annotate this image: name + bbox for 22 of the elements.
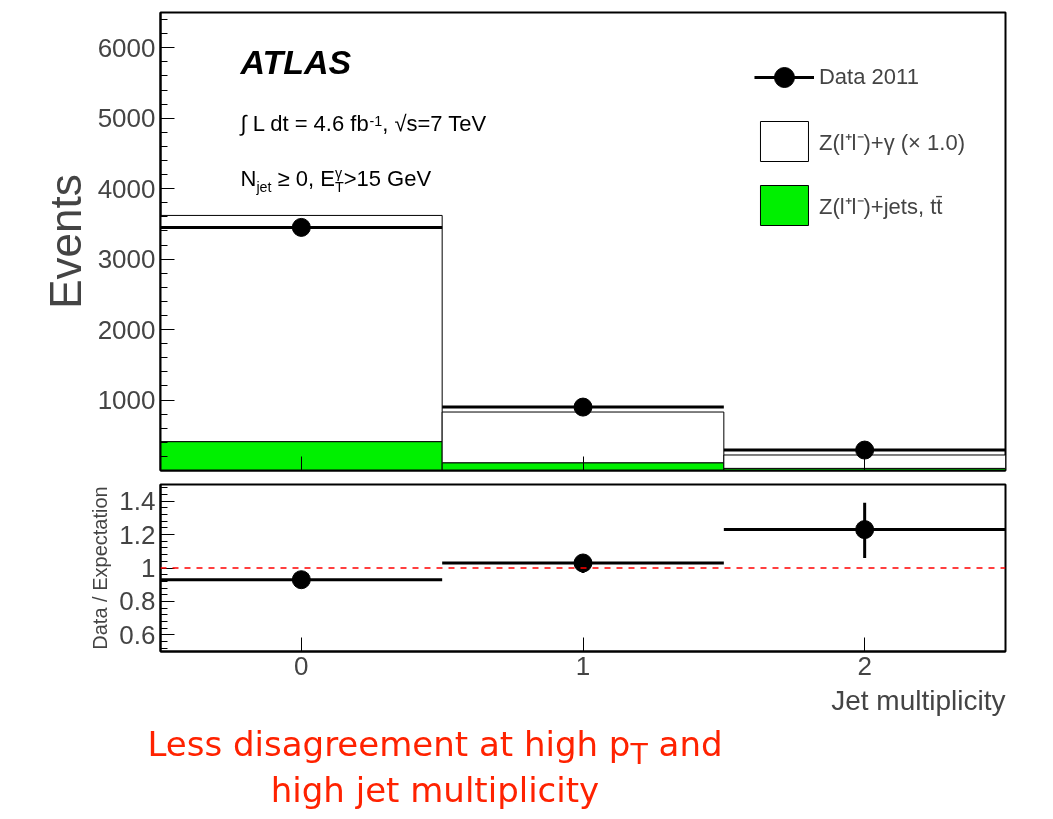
y-axis-title: Data / Expectation [89,486,112,650]
y-tick-label: 0.6 [119,619,156,650]
y-tick-label: 2000 [97,314,156,345]
annotation: ATLAS [239,42,352,81]
x-tick-label: 0 [294,650,309,681]
y-axis-title: Events [40,174,90,309]
text: Less disagreement at high p$_{T}$ and high jet multiplicity [147,724,723,811]
y-tick-label: 3000 [97,244,156,275]
y-tick-label: 1000 [97,385,156,416]
legend-label: Data 2011 [818,64,919,90]
x-tick-label: 2 [857,650,872,681]
y-tick-label: 1.2 [119,519,156,550]
y-tick-label: 5000 [97,103,156,134]
y-tick-label: 0.8 [119,586,156,617]
x-axis-title: Jet multiplicity [831,684,1006,716]
y-tick-label: 1 [141,553,156,583]
y-tick-label: 4000 [97,173,156,204]
legend-label: Z(l⁺l⁻)+γ (× 1.0) [818,129,965,156]
y-tick-label: 1.4 [119,486,156,517]
legend-label: Z(l⁺l⁻)+jets, tt̄ [818,193,943,220]
y-tick-label: 6000 [97,32,156,63]
x-tick-label: 1 [575,650,591,681]
